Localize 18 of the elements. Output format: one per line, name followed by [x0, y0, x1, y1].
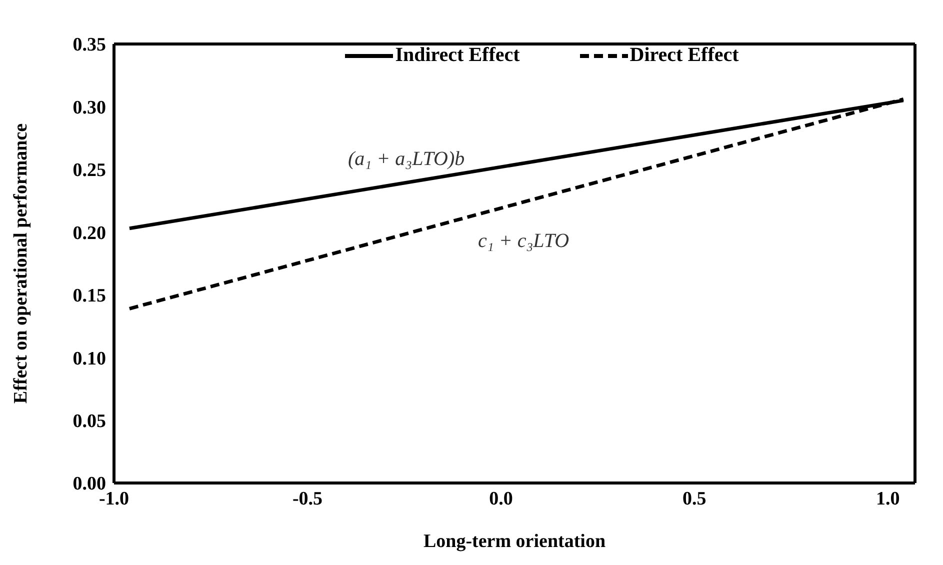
y-axis-title: Effect on operational performance [10, 123, 32, 404]
x-axis-title: Long-term orientation [423, 531, 606, 552]
y-tick-label: 0.10 [72, 348, 106, 370]
y-tick-label: 0.05 [72, 411, 106, 432]
annotation: (a₁ + a₃LTO)b [348, 148, 465, 171]
x-tick-label: 0.0 [489, 488, 513, 510]
y-tick-label: 0.20 [72, 222, 106, 244]
y-tick-label: 0.15 [72, 286, 106, 307]
x-tick-label: 0.5 [682, 488, 706, 510]
annotation: c₁ + c₃LTO [478, 230, 570, 253]
legend-label: Direct Effect [630, 44, 739, 67]
y-tick-label: 0.30 [72, 97, 106, 118]
y-tick-label: 0.35 [72, 34, 106, 56]
x-tick-label: 1.0 [876, 488, 900, 510]
y-tick-label: 0.25 [72, 160, 106, 182]
y-tick-label: 0.00 [72, 474, 106, 495]
legend-label: Indirect Effect [395, 44, 520, 67]
x-tick-label: -0.5 [292, 488, 323, 510]
